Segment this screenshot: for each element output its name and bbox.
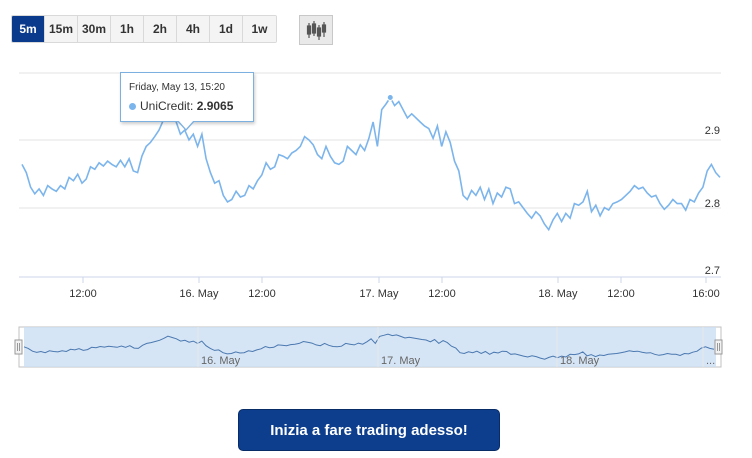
x-tick-label: 17. May <box>359 288 399 300</box>
navigator-label: 18. May <box>560 355 600 367</box>
x-tick-label: 12:00 <box>428 288 456 300</box>
navigator-label: 17. May <box>381 355 421 367</box>
y-tick-label: 2.8 <box>705 198 720 210</box>
navigator-left-handle[interactable] <box>14 339 23 355</box>
range-button-30m[interactable]: 30m <box>78 16 111 42</box>
range-button-5m[interactable]: 5m <box>12 16 45 42</box>
range-button-1h[interactable]: 1h <box>111 16 144 42</box>
start-trading-button[interactable]: Inizia a fare trading adesso! <box>238 409 500 451</box>
range-button-1d[interactable]: 1d <box>210 16 243 42</box>
x-tick-label: 18. May <box>538 288 578 300</box>
navigator-label: ... <box>706 355 715 367</box>
range-button-4h[interactable]: 4h <box>177 16 210 42</box>
range-button-15m[interactable]: 15m <box>45 16 78 42</box>
navigator-label: 16. May <box>201 355 241 367</box>
y-tick-label: 2.9 <box>705 125 720 137</box>
x-axis: 12:00 16. May 12:00 17. May 12:00 18. May 12:0… <box>19 276 721 300</box>
range-button-2h[interactable]: 2h <box>144 16 177 42</box>
navigator-line <box>23 333 715 360</box>
navigator[interactable]: 16. May 17. May 18. May... <box>14 326 723 368</box>
range-button-1w[interactable]: 1w <box>243 16 276 42</box>
x-tick-label: 16. May <box>179 288 219 300</box>
x-tick-label: 12:00 <box>69 288 97 300</box>
range-selector: 5m 15m 30m 1h 2h 4h 1d 1w <box>11 15 277 43</box>
x-tick-label: 12:00 <box>248 288 276 300</box>
navigator-right-handle[interactable] <box>714 339 723 355</box>
x-tick-label: 16:00 <box>692 288 720 300</box>
tooltip: Friday, May 13, 15:20 UniCredit: 2.9065 <box>120 72 254 122</box>
tooltip-date: Friday, May 13, 15:20 <box>129 82 225 93</box>
series-dot-icon <box>129 103 136 111</box>
navigator-window <box>24 327 716 367</box>
x-tick-label: 12:00 <box>607 288 635 300</box>
tooltip-series-name: UniCredit: <box>140 99 194 113</box>
tooltip-value: 2.9065 <box>196 99 234 113</box>
y-tick-label: 2.7 <box>705 265 720 277</box>
price-chart: 12:00 16. May 12:00 17. May 12:00 18. May 12:0… <box>14 72 723 368</box>
y-axis: 2.9 2.8 2.7 <box>705 125 720 277</box>
hover-marker <box>386 93 394 101</box>
candlestick-icon[interactable] <box>299 15 333 45</box>
price-line <box>21 95 721 232</box>
